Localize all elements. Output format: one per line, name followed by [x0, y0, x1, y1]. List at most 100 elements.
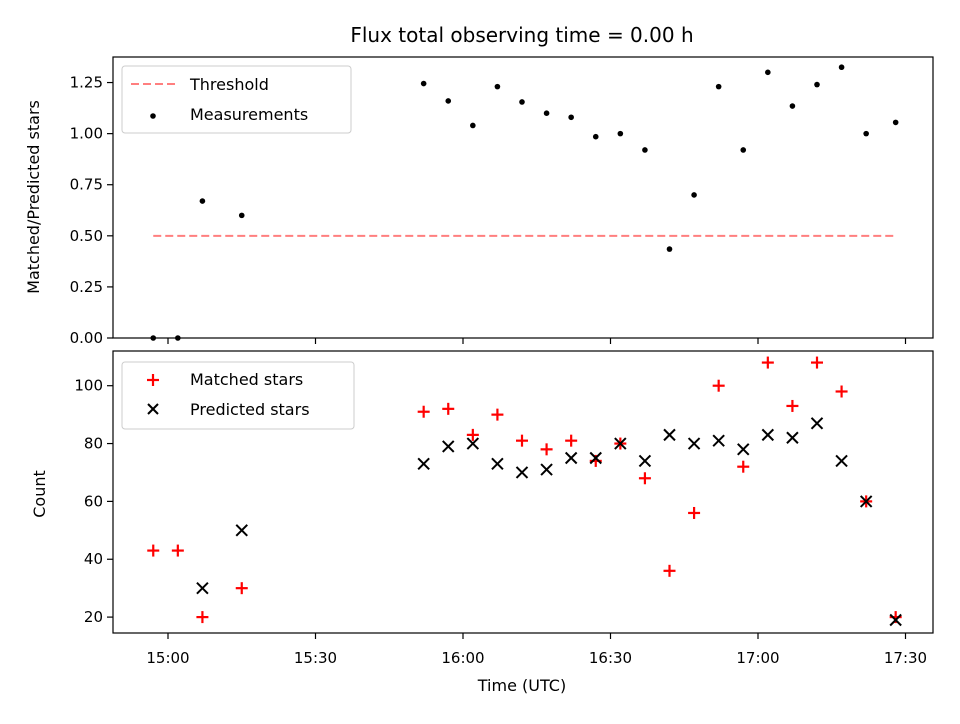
measurement-point — [592, 133, 599, 140]
matched-stars-point — [811, 356, 823, 369]
y-tick-label: 0.00 — [70, 329, 103, 347]
y-tick-label: 80 — [84, 435, 103, 453]
x-tick-label: 16:00 — [441, 649, 484, 667]
measurement-point — [715, 83, 722, 90]
x-tick-label: 15:00 — [146, 649, 189, 667]
measurement-point — [445, 98, 452, 104]
measurement-point — [150, 335, 157, 341]
measurement-point — [765, 69, 771, 76]
measurement-point — [494, 83, 501, 90]
measurement-point — [238, 212, 245, 219]
matched-stars-point — [835, 385, 848, 398]
count-panel-frame — [112, 350, 934, 634]
predicted-stars-point — [786, 431, 799, 444]
predicted-stars-point — [687, 437, 701, 450]
y-tick-label: 1.00 — [70, 125, 103, 143]
predicted-stars-point — [835, 454, 848, 468]
predicted-stars-point — [589, 451, 602, 465]
predicted-stars-point — [889, 613, 902, 627]
matched-stars-point — [466, 428, 479, 441]
ratio-legend: Threshold Measurements — [121, 65, 352, 134]
measurement-point — [519, 99, 525, 105]
x-tick-label: 16:30 — [589, 649, 632, 667]
x-tick-label: 17:30 — [884, 649, 927, 667]
matched-stars-point — [565, 434, 578, 447]
matched-stars-legend-marker — [147, 374, 159, 386]
matched-stars-point — [516, 434, 528, 447]
matched-stars-point — [688, 506, 701, 519]
predicted-stars-point — [810, 417, 824, 430]
matched-stars-point — [712, 379, 725, 392]
predicted-stars-point — [761, 428, 775, 442]
count-panel: 20 40 60 80 100 15:00 15:30 16:00 16:30 17:00 17:… — [30, 350, 934, 695]
measurement-point — [543, 110, 550, 116]
matched-stars-point — [761, 356, 774, 369]
measurement-point — [666, 246, 673, 252]
predicted-stars-point — [712, 434, 725, 447]
matched-stars-point — [638, 472, 651, 485]
ratio-panel-frame — [112, 56, 934, 339]
y-tick-label: 60 — [84, 492, 103, 510]
measurement-point — [199, 198, 206, 204]
y-tick-label: 0.75 — [70, 176, 103, 194]
predicted-stars-point — [737, 443, 750, 456]
matched-stars-point — [663, 564, 676, 577]
x-tick-label: 17:00 — [736, 649, 779, 667]
predicted-stars-point — [491, 457, 504, 471]
measurement-point — [863, 130, 869, 137]
measurement-point — [175, 335, 181, 341]
measurement-point — [789, 103, 796, 109]
matched-stars-point — [196, 611, 209, 624]
count-legend-box — [121, 361, 355, 430]
predicted-stars-point — [540, 463, 553, 476]
matched-stars-point — [737, 460, 750, 473]
predicted-stars-point — [466, 437, 480, 450]
predicted-stars-point — [638, 454, 652, 468]
predicted-stars-point — [442, 440, 455, 453]
x-axis-label: Time (UTC) — [477, 676, 566, 695]
matched-stars-point — [417, 405, 430, 418]
measurement-point — [838, 64, 845, 71]
x-tick-label: 15:30 — [294, 649, 337, 667]
predicted-stars-legend-label: Predicted stars — [190, 400, 310, 419]
matched-stars-point — [540, 443, 553, 456]
predicted-stars-point — [859, 495, 873, 508]
ratio-panel-ylabel: Matched/Predicted stars — [24, 100, 43, 294]
threshold-legend-label: Threshold — [189, 75, 269, 94]
matched-stars-point — [171, 544, 184, 557]
measurements-legend-label: Measurements — [190, 105, 308, 124]
predicted-stars-point — [515, 466, 529, 479]
measurement-point — [691, 192, 697, 198]
measurement-point — [740, 147, 747, 153]
measurement-point — [568, 114, 574, 121]
count-panel-ylabel: Count — [30, 470, 49, 518]
predicted-stars-point — [196, 581, 209, 595]
y-tick-label: 20 — [84, 608, 103, 626]
matched-stars-legend-label: Matched stars — [190, 370, 303, 389]
count-legend: Matched stars Predicted stars — [121, 361, 355, 430]
measurement-point — [892, 119, 899, 126]
predicted-stars-legend-marker — [147, 403, 159, 415]
measurement-point — [470, 122, 476, 129]
measurement-point — [642, 147, 648, 153]
y-tick-label: 40 — [84, 550, 103, 568]
y-tick-label: 0.25 — [70, 278, 103, 296]
ratio-panel: 0.00 0.25 0.50 0.75 1.00 1.25 Matched/Predict… — [24, 56, 934, 347]
predicted-stars-point — [564, 451, 578, 465]
ratio-legend-box — [121, 65, 352, 134]
measurement-point — [617, 130, 624, 137]
matched-stars-point — [442, 402, 455, 415]
chart-title: Flux total observing time = 0.00 h — [350, 23, 693, 47]
measurement-point — [420, 80, 427, 87]
matched-stars-point — [786, 399, 799, 412]
predicted-stars-point — [663, 428, 676, 442]
predicted-stars-point — [417, 457, 430, 471]
y-tick-label: 100 — [74, 377, 103, 395]
matched-stars-point — [235, 582, 248, 595]
measurements-legend-marker — [150, 113, 156, 119]
y-tick-label: 1.25 — [70, 74, 103, 92]
y-tick-label: 0.50 — [70, 227, 103, 245]
matched-stars-point — [491, 408, 504, 421]
matched-stars-point — [147, 544, 160, 557]
